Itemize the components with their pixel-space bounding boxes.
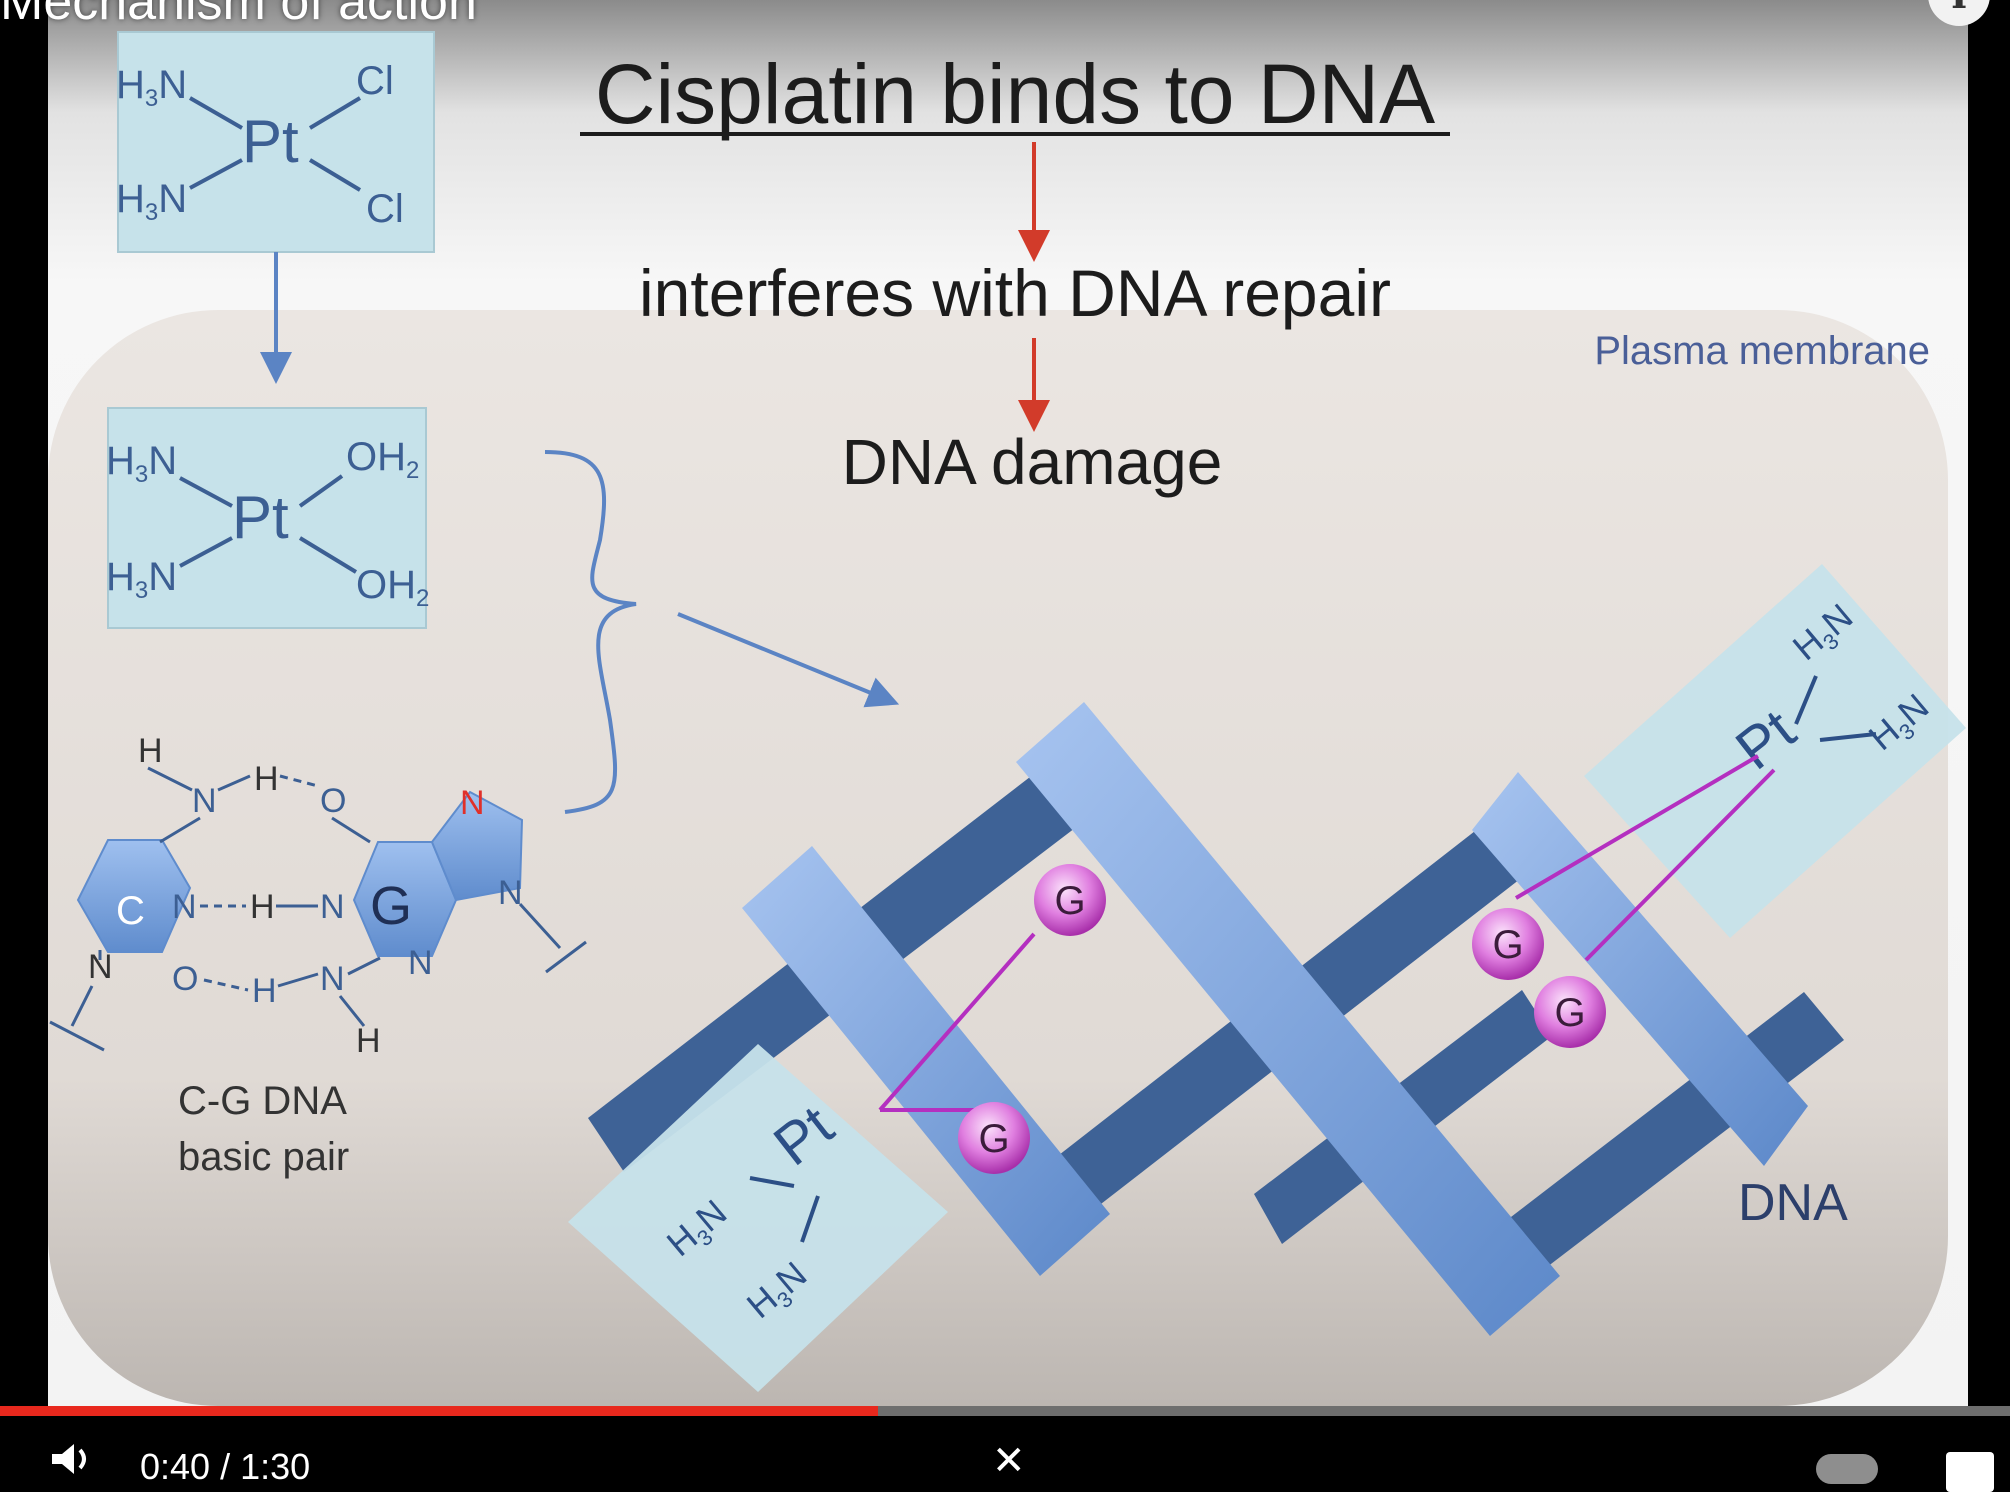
dna-label: DNA [1738,1174,1848,1232]
step-interferes-repair: interferes with DNA repair [639,256,1391,330]
svg-text:H: H [254,760,279,798]
player-controls: 0:40 / 1:30 ✕ [0,1416,2010,1492]
svg-text:N: N [172,888,197,926]
guanine-ball-4: G [1534,976,1606,1048]
svg-text:O: O [320,782,346,820]
guanine-ball-1: G [1034,864,1106,936]
dna-rung-3 [1472,772,1808,1166]
svg-text:N: N [192,782,217,820]
svg-text:N: N [460,784,485,822]
guanine-ball-2: G [958,1102,1030,1174]
cytosine-label: C [116,889,145,933]
base-pair-caption-line-1: C-G DNA [178,1079,347,1123]
step-dna-damage: DNA damage [842,426,1223,498]
slide-title: Cisplatin binds to DNA [595,47,1435,141]
arrow-to-dna [677,612,900,708]
progress-bar[interactable] [0,1406,2010,1416]
svg-text:H: H [138,732,163,770]
cisplatin-ligand-nh3-1: H3N [116,63,187,112]
close-icon[interactable]: ✕ [992,1438,1026,1484]
svg-text:N: N [320,960,345,998]
pt-adduct-upper: Pt H3N H3N [1584,564,1966,938]
time-display: 0:40 / 1:30 [140,1446,311,1487]
dna-rung-1 [742,846,1110,1276]
svg-text:H: H [252,972,277,1010]
guanine-ball-3: G [1472,908,1544,980]
volume-icon[interactable] [48,1444,98,1474]
captions-icon[interactable] [1946,1452,1994,1492]
grouping-brace [544,450,637,814]
pt-crosslinks [878,754,1776,1112]
svg-text:G: G [978,1117,1009,1161]
autoplay-toggle-icon[interactable] [1816,1454,1878,1484]
video-title: Mechanism of action [0,0,477,31]
svg-text:N: N [498,874,523,912]
base-pair-caption-line-2: basic pair [178,1135,349,1179]
cisplatin-pt: Pt [242,108,299,175]
svg-text:H: H [250,888,275,926]
svg-text:G: G [1554,991,1585,1035]
svg-text:G: G [1054,879,1085,923]
dna-rung-2 [1016,702,1560,1336]
pt-adduct-lower: Pt H3N H3N [568,1044,948,1392]
cisplatin-molecule: Pt H3N H3N Cl Cl [116,31,435,253]
svg-text:O: O [172,960,198,998]
cisplatin-ligand-cl-1: Cl [356,59,394,103]
svg-text:N: N [320,888,345,926]
aquated-pt: Pt [232,484,289,551]
cg-base-pair: C G H N H O N N H N N N O H N N H [49,732,587,1060]
svg-text:N: N [408,944,433,982]
guanine-ring-five [430,790,524,902]
plasma-membrane-label: Plasma membrane [1594,329,1930,373]
guanine-label: G [370,876,412,936]
cisplatin-ligand-cl-2: Cl [366,187,404,231]
aquated-cisplatin-molecule: Pt H3N H3N OH2 OH2 [106,407,429,629]
progress-played [0,1406,879,1416]
aquated-ligand-nh3-1: H3N [106,439,177,488]
svg-text:H: H [356,1022,381,1060]
dna-ladder [588,702,1844,1336]
svg-text:G: G [1492,923,1523,967]
